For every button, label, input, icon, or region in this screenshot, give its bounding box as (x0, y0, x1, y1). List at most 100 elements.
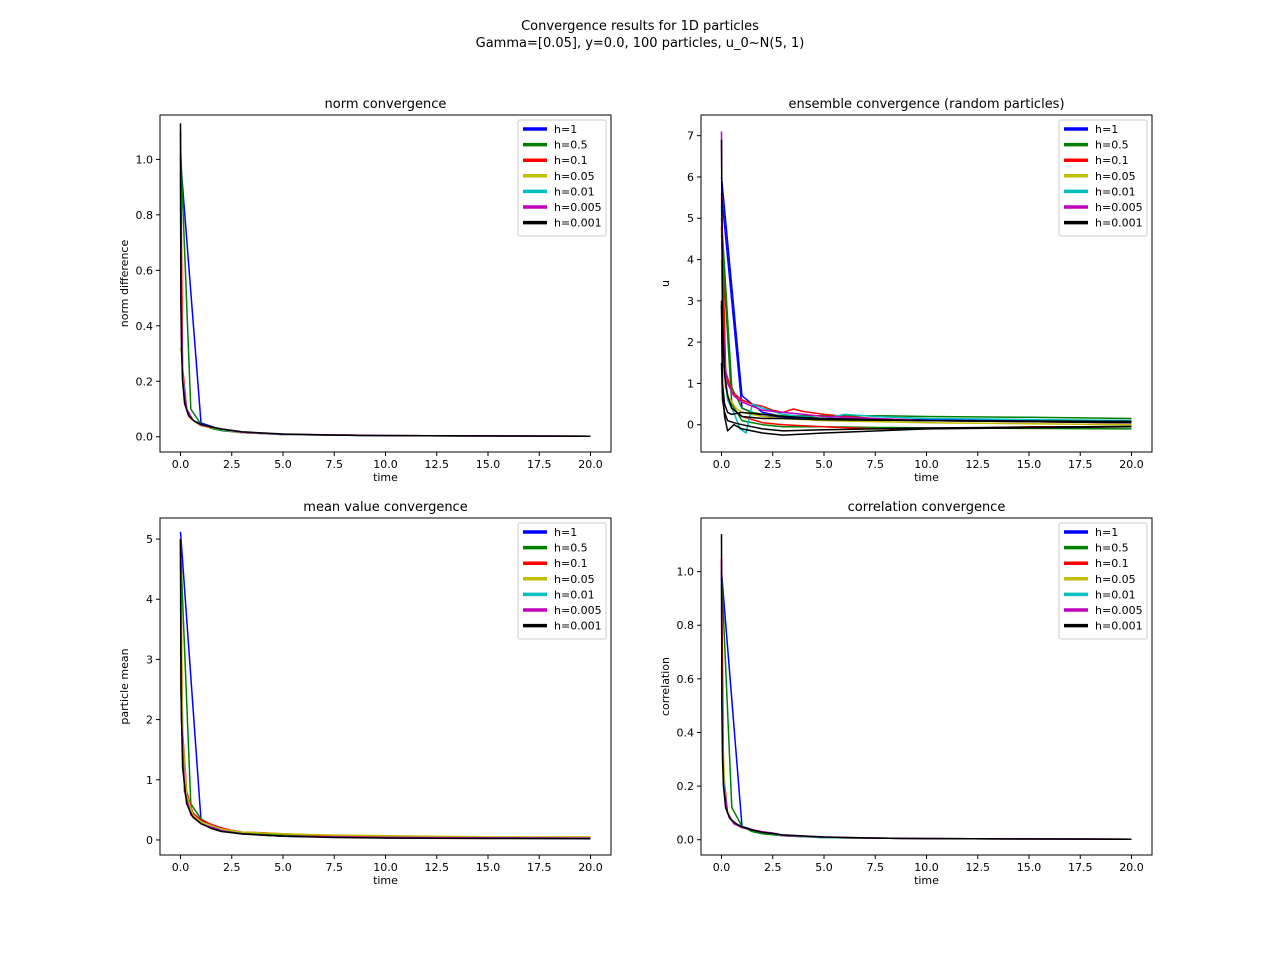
x-tick-label: 0.0 (172, 861, 190, 874)
y-tick-label: 0.0 (677, 834, 695, 847)
x-tick-label: 2.5 (764, 861, 782, 874)
subplot-2: 0.0 2.5 5.0 7.5 10.0 12.5 15.0 17.5 20.0 0 1 2 3 4 5 6 7… (659, 97, 1153, 484)
legend-label: h=0.05 (554, 573, 595, 586)
y-axis-label: correlation (659, 657, 672, 716)
x-tick-label: 12.5 (966, 458, 991, 471)
y-tick-label: 4 (687, 254, 694, 267)
x-tick-label: 10.0 (373, 458, 398, 471)
series-line-h=0.001 (720, 534, 1132, 840)
legend-label: h=0.005 (554, 604, 602, 617)
series-line-h=0.05 (179, 347, 591, 437)
legend-label: h=0.1 (554, 557, 588, 570)
series-line-h=0.001 (720, 304, 1132, 424)
y-tick-label: 7 (687, 130, 694, 143)
legend: h=1 h=0.5 h=0.1 h=0.05 h=0.01 h=0.005 h=0.001 (1058, 119, 1148, 237)
legend-label: h=0.5 (1095, 139, 1129, 152)
legend-label: h=0.01 (1095, 185, 1136, 198)
series-line-h=0.5 (720, 218, 1132, 420)
y-tick-label: 2 (146, 714, 153, 727)
x-tick-label: 15.0 (476, 458, 501, 471)
x-tick-label: 17.5 (527, 861, 552, 874)
y-tick-label: 0 (146, 834, 153, 847)
y-tick-label: 5 (687, 212, 694, 225)
series-group (179, 531, 591, 840)
x-tick-label: 0.0 (713, 861, 731, 874)
x-tick-label: 15.0 (1017, 458, 1042, 471)
figure-title-line1: Convergence results for 1D particles (521, 19, 759, 34)
x-tick-label: 5.0 (815, 458, 833, 471)
x-tick-label: 12.5 (425, 458, 450, 471)
x-tick-label: 17.5 (527, 458, 552, 471)
x-tick-label: 15.0 (1017, 861, 1042, 874)
legend-label: h=0.1 (1095, 557, 1129, 570)
legend-label: h=0.005 (554, 201, 602, 214)
y-tick-label: 2 (687, 336, 694, 349)
x-tick-label: 20.0 (578, 861, 603, 874)
y-tick-label: 5 (146, 533, 153, 546)
x-tick-label: 7.5 (326, 861, 344, 874)
series-line-h=0.05 (720, 665, 1132, 840)
x-axis-label: time (373, 874, 398, 887)
x-axis-label: time (373, 471, 398, 484)
legend: h=1 h=0.5 h=0.1 h=0.05 h=0.01 h=0.005 h=0.001 (517, 522, 607, 640)
y-tick-label: 3 (146, 653, 153, 666)
series-line-h=0.001 (179, 123, 591, 437)
legend-label: h=0.001 (554, 620, 602, 633)
y-tick-label: 1.0 (677, 566, 695, 579)
x-tick-label: 20.0 (1119, 458, 1144, 471)
y-tick-label: 0.6 (677, 673, 695, 686)
legend-label: h=0.05 (554, 170, 595, 183)
series-line-h=0.001 (179, 539, 591, 840)
y-tick-label: 1.0 (136, 153, 154, 166)
subplot-title: mean value convergence (303, 500, 467, 515)
x-tick-label: 17.5 (1068, 458, 1093, 471)
legend-label: h=1 (554, 526, 577, 539)
y-axis-label: norm difference (118, 240, 131, 328)
y-tick-label: 0.2 (677, 780, 695, 793)
x-tick-label: 0.0 (713, 458, 731, 471)
x-tick-label: 12.5 (966, 861, 991, 874)
legend-label: h=1 (1095, 526, 1118, 539)
legend-label: h=0.001 (554, 217, 602, 230)
x-tick-label: 17.5 (1068, 861, 1093, 874)
subplot-title: correlation convergence (848, 500, 1006, 515)
y-tick-label: 1 (146, 774, 153, 787)
x-axis-label: time (914, 874, 939, 887)
y-tick-label: 3 (687, 295, 694, 308)
y-tick-label: 0.2 (136, 375, 154, 388)
legend-label: h=0.5 (554, 542, 588, 555)
subplot-3: 0.0 2.5 5.0 7.5 10.0 12.5 15.0 17.5 20.0 0 1 2 3 4 5 me… (118, 500, 612, 887)
y-tick-label: 1 (687, 377, 694, 390)
subplot-title: norm convergence (325, 97, 447, 112)
subplot-grid: 0.0 2.5 5.0 7.5 10.0 12.5 15.0 17.5 20.00.00.20.… (118, 97, 1153, 887)
series-group (720, 131, 1132, 436)
series-line-h=0.5 (720, 234, 1132, 430)
series-line-h=0.01 (720, 205, 1132, 434)
legend-label: h=0.5 (1095, 542, 1129, 555)
x-tick-label: 5.0 (274, 861, 292, 874)
legend-label: h=0.5 (554, 139, 588, 152)
x-tick-label: 5.0 (815, 861, 833, 874)
x-tick-label: 10.0 (914, 458, 939, 471)
subplot-title: ensemble convergence (random particles) (788, 97, 1064, 112)
x-tick-label: 7.5 (326, 458, 344, 471)
legend-label: h=0.05 (1095, 573, 1136, 586)
x-tick-label: 0.0 (172, 458, 190, 471)
y-tick-label: 4 (146, 593, 153, 606)
figure-title-line2: Gamma=[0.05], y=0.0, 100 particles, u_0~… (476, 36, 805, 51)
legend-label: h=1 (554, 123, 577, 136)
legend: h=1 h=0.5 h=0.1 h=0.05 h=0.01 h=0.005 h=0.001 (1058, 522, 1148, 640)
legend-label: h=0.01 (1095, 588, 1136, 601)
legend-label: h=0.001 (1095, 217, 1143, 230)
y-tick-label: 0.4 (677, 726, 695, 739)
series-line-h=0.001 (720, 139, 1132, 423)
legend-label: h=1 (1095, 123, 1118, 136)
legend-label: h=0.01 (554, 588, 595, 601)
legend-label: h=0.01 (554, 185, 595, 198)
x-tick-label: 2.5 (223, 861, 241, 874)
series-line-h=0.005 (720, 131, 1132, 424)
x-tick-label: 12.5 (425, 861, 450, 874)
series-line-h=0.05 (179, 545, 591, 838)
subplot-1: 0.0 2.5 5.0 7.5 10.0 12.5 15.0 17.5 20.0 0.0 0.2 0.… (118, 97, 612, 484)
